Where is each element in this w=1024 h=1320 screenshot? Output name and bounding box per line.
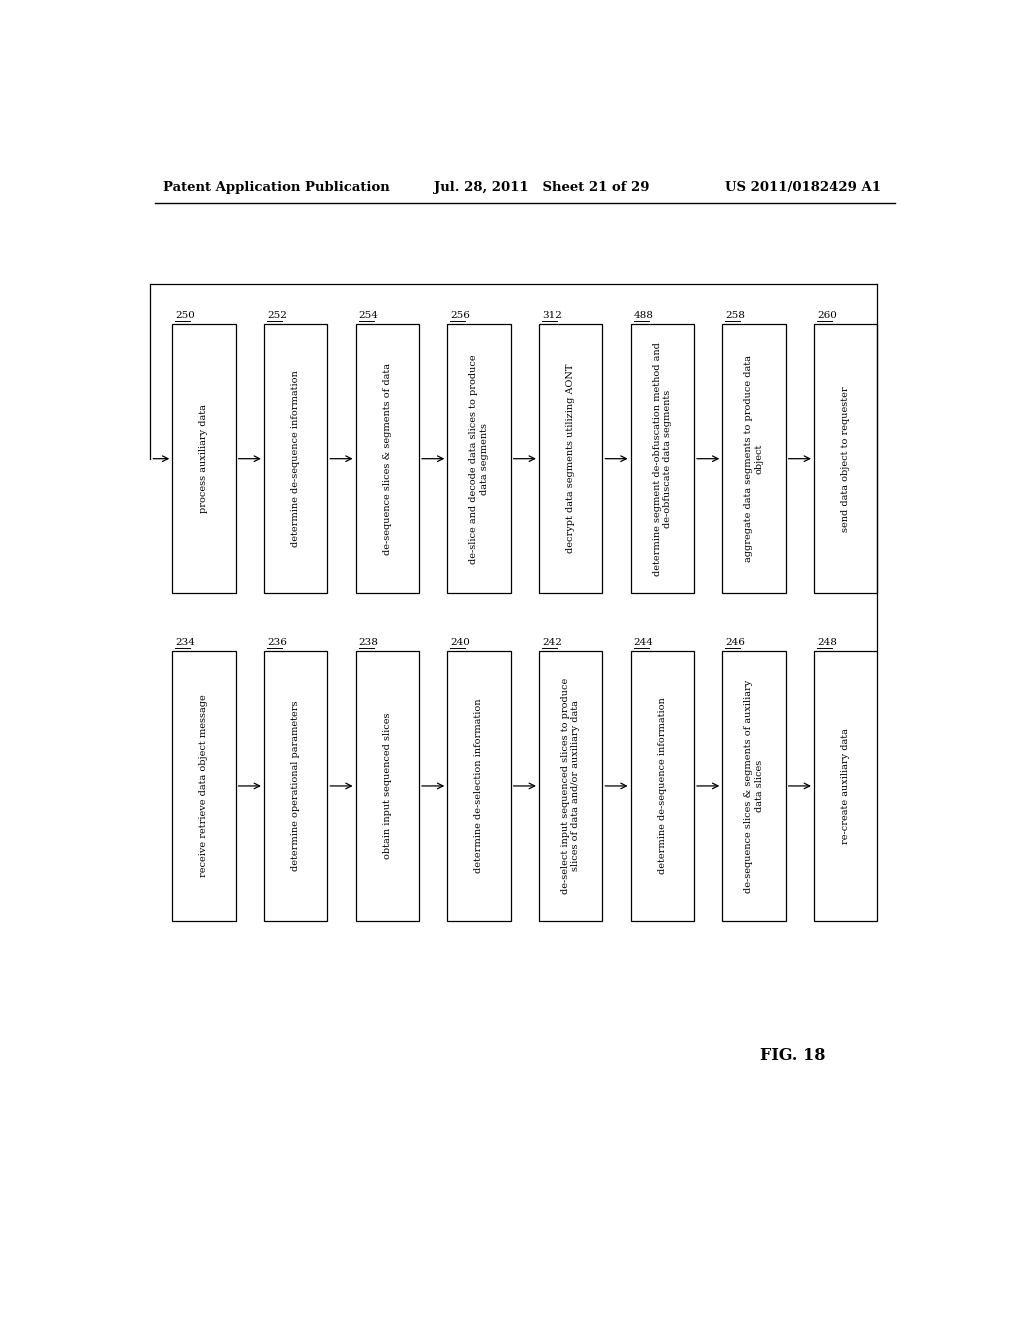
Text: determine de-sequence information: determine de-sequence information — [657, 697, 667, 874]
Bar — [355, 651, 419, 921]
Text: de-slice and decode data slices to produce
data segments: de-slice and decode data slices to produ… — [469, 354, 488, 564]
Text: determine segment de-obfuscation method and
de-obfuscate data segments: determine segment de-obfuscation method … — [652, 342, 672, 576]
Text: 242: 242 — [542, 639, 562, 647]
Text: FIG. 18: FIG. 18 — [760, 1047, 825, 1064]
Text: 254: 254 — [358, 312, 379, 321]
Bar — [447, 323, 511, 594]
Text: de-sequence slices & segments of data: de-sequence slices & segments of data — [383, 363, 392, 554]
Bar — [355, 323, 419, 594]
Text: decrypt data segments utilizing AONT: decrypt data segments utilizing AONT — [566, 364, 575, 553]
Text: send data object to requester: send data object to requester — [841, 385, 850, 532]
Bar — [539, 651, 602, 921]
Text: receive retrieve data object message: receive retrieve data object message — [200, 694, 209, 878]
Bar — [172, 651, 236, 921]
Text: determine de-selection information: determine de-selection information — [474, 698, 483, 874]
Text: 488: 488 — [634, 312, 653, 321]
Text: process auxiliary data: process auxiliary data — [200, 404, 209, 513]
Text: US 2011/0182429 A1: US 2011/0182429 A1 — [725, 181, 881, 194]
Bar — [539, 323, 602, 594]
Text: re-create auxiliary data: re-create auxiliary data — [841, 729, 850, 843]
Text: determine operational parameters: determine operational parameters — [291, 701, 300, 871]
Text: 252: 252 — [267, 312, 287, 321]
Text: 256: 256 — [451, 312, 470, 321]
Bar — [722, 651, 785, 921]
Text: 234: 234 — [175, 639, 196, 647]
Text: Jul. 28, 2011   Sheet 21 of 29: Jul. 28, 2011 Sheet 21 of 29 — [434, 181, 649, 194]
Text: 236: 236 — [267, 639, 287, 647]
Bar — [631, 323, 694, 594]
Text: 258: 258 — [725, 312, 745, 321]
Bar — [447, 651, 511, 921]
Bar — [814, 651, 878, 921]
Bar — [631, 651, 694, 921]
Text: determine de-sequence information: determine de-sequence information — [291, 371, 300, 546]
Text: 248: 248 — [817, 639, 837, 647]
Text: de-select input sequenced slices to produce
slices of data and/or auxiliary data: de-select input sequenced slices to prod… — [561, 678, 581, 894]
Bar — [172, 323, 236, 594]
Text: de-sequence slices & segments of auxiliary
data slices: de-sequence slices & segments of auxilia… — [744, 680, 764, 892]
Bar — [264, 651, 328, 921]
Text: aggregate data segments to produce data
object: aggregate data segments to produce data … — [744, 355, 764, 562]
Text: obtain input sequenced slices: obtain input sequenced slices — [383, 713, 392, 859]
Text: 238: 238 — [358, 639, 379, 647]
Text: 246: 246 — [725, 639, 745, 647]
Text: 244: 244 — [634, 639, 653, 647]
Text: 312: 312 — [542, 312, 562, 321]
Text: 240: 240 — [451, 639, 470, 647]
Bar — [264, 323, 328, 594]
Bar — [814, 323, 878, 594]
Text: 250: 250 — [175, 312, 196, 321]
Text: Patent Application Publication: Patent Application Publication — [163, 181, 389, 194]
Text: 260: 260 — [817, 312, 837, 321]
Bar — [722, 323, 785, 594]
